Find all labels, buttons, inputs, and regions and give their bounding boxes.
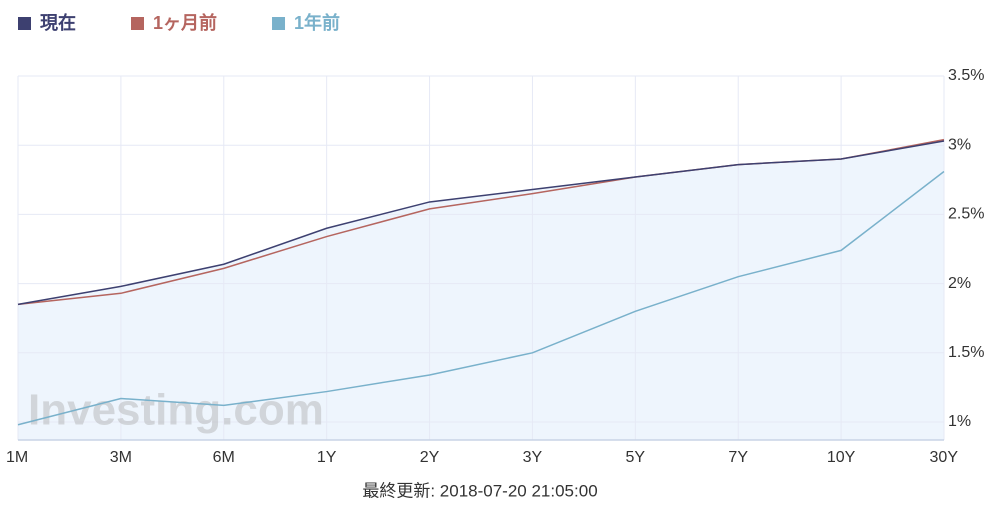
x-tick-label: 1M bbox=[6, 449, 28, 466]
y-tick-label: 2.5% bbox=[948, 206, 984, 223]
y-tick-label: 1% bbox=[948, 413, 971, 430]
y-tick-label: 1.5% bbox=[948, 344, 984, 361]
x-tick-label: 3M bbox=[110, 449, 132, 466]
x-tick-label: 30Y bbox=[930, 449, 959, 466]
x-tick-label: 3Y bbox=[523, 449, 543, 466]
series-line bbox=[17, 170, 945, 426]
x-tick-label: 2Y bbox=[420, 449, 440, 466]
legend-swatch bbox=[131, 17, 144, 30]
legend-label: 現在 bbox=[40, 12, 76, 33]
x-tick-label: 10Y bbox=[827, 449, 856, 466]
x-tick-label: 5Y bbox=[626, 449, 646, 466]
legend-swatch bbox=[18, 17, 31, 30]
y-tick-label: 3.5% bbox=[948, 67, 984, 84]
legend-label: 1年前 bbox=[294, 12, 340, 33]
y-tick-label: 2% bbox=[948, 275, 971, 292]
legend-label: 1ヶ月前 bbox=[153, 12, 217, 33]
area bbox=[18, 141, 944, 440]
y-tick-label: 3% bbox=[948, 136, 971, 153]
footer: 最終更新: 2018-07-20 21:05:00 bbox=[362, 481, 597, 500]
x-tick-label: 1Y bbox=[317, 449, 337, 466]
x-tick-label: 7Y bbox=[728, 449, 748, 466]
x-tick-label: 6M bbox=[213, 449, 235, 466]
series-line bbox=[17, 140, 945, 306]
legend-swatch bbox=[272, 17, 286, 30]
